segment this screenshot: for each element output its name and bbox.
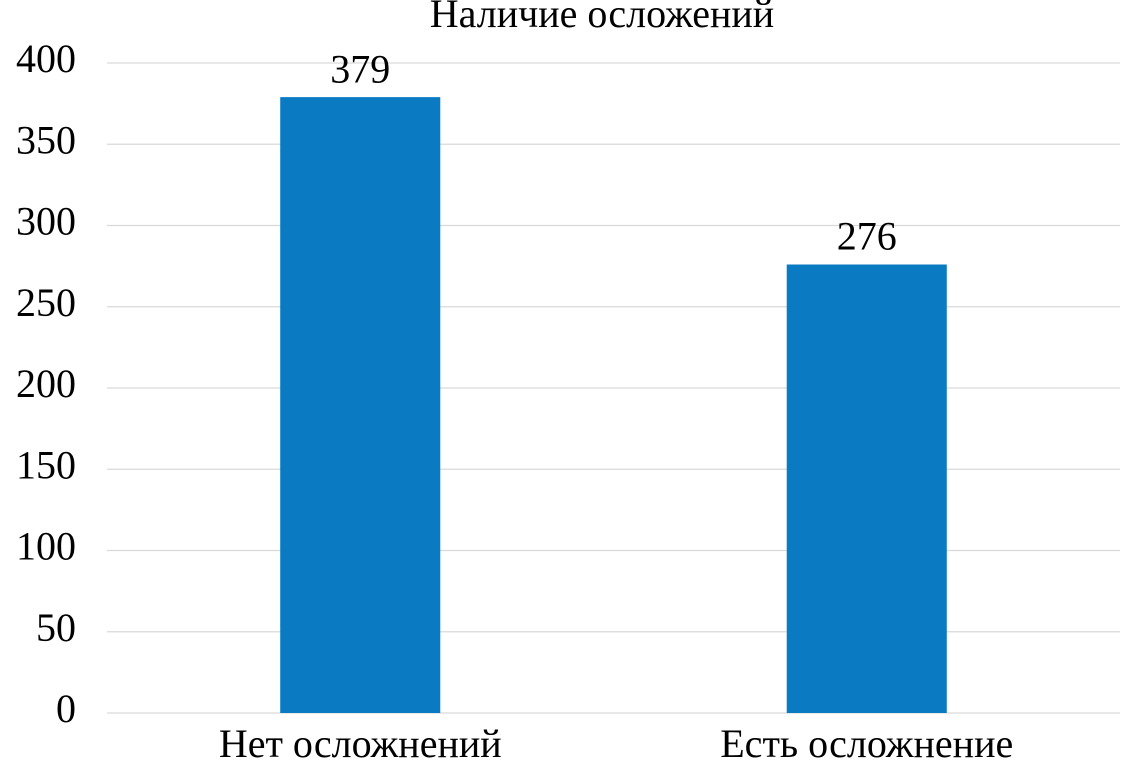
chart-title: Наличие осложений <box>430 0 774 36</box>
y-tick-label: 300 <box>16 199 76 244</box>
x-tick-label: Есть осложнение <box>720 721 1013 766</box>
y-tick-label: 150 <box>16 442 76 487</box>
y-tick-label: 350 <box>16 117 76 162</box>
y-tick-label: 400 <box>16 36 76 81</box>
y-tick-label: 250 <box>16 280 76 325</box>
y-tick-label: 50 <box>36 605 76 650</box>
x-tick-label: Нет осложнений <box>219 721 502 766</box>
y-tick-label: 200 <box>16 361 76 406</box>
bar <box>280 97 441 713</box>
data-label: 276 <box>837 214 897 259</box>
y-tick-label: 0 <box>56 686 76 731</box>
y-tick-label: 100 <box>16 524 76 569</box>
data-label: 379 <box>330 46 390 91</box>
bar <box>786 264 947 713</box>
